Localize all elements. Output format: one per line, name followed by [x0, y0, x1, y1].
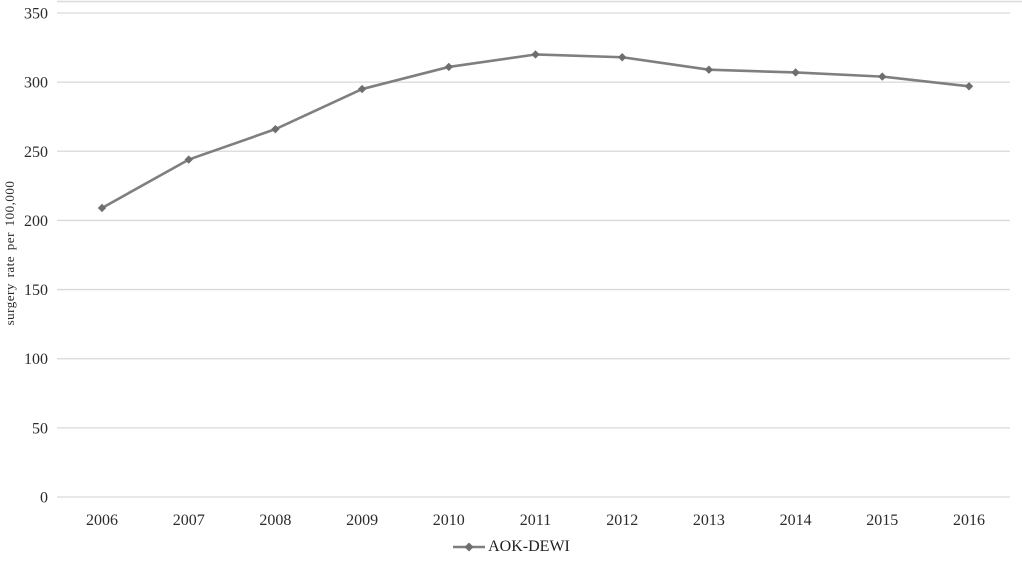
series-line [101, 53, 970, 210]
legend-label: AOK-DEWI [488, 538, 570, 555]
y-tick-label: 0 [40, 490, 48, 507]
data-point-marker [618, 53, 627, 62]
y-axis-title: surgery rate per 100,000 [2, 180, 17, 326]
data-point-marker [444, 62, 453, 72]
x-tick-label: 2014 [780, 512, 812, 529]
data-point-marker [271, 124, 280, 134]
data-point-marker [791, 68, 800, 77]
data-point-marker [531, 50, 540, 59]
data-point-marker [878, 72, 887, 81]
legend: AOK-DEWI [0, 538, 1022, 556]
data-point-marker [357, 84, 367, 94]
y-tick-label: 150 [24, 282, 48, 299]
x-tick-label: 2007 [173, 512, 205, 529]
y-tick-label: 300 [24, 75, 48, 92]
x-tick-label: 2012 [606, 512, 638, 529]
x-tick-label: 2016 [953, 512, 985, 529]
x-tick-label: 2013 [693, 512, 725, 529]
x-tick-label: 2010 [433, 512, 465, 529]
x-tick-label: 2009 [346, 512, 378, 529]
y-tick-label: 350 [24, 6, 48, 23]
x-tick-label: 2011 [520, 512, 551, 529]
data-point-marker [184, 155, 193, 164]
data-point-marker [97, 203, 107, 213]
legend-marker-icon [453, 542, 486, 552]
x-tick-label: 2008 [259, 512, 291, 529]
data-point-marker [704, 65, 714, 74]
x-tick-label: 2015 [866, 512, 898, 529]
x-tick-label: 2006 [86, 512, 118, 529]
y-tick-label: 50 [32, 420, 48, 437]
data-point-marker [964, 82, 974, 91]
y-tick-label: 100 [24, 351, 48, 368]
y-tick-label: 250 [24, 144, 48, 161]
y-tick-label: 200 [24, 213, 48, 230]
